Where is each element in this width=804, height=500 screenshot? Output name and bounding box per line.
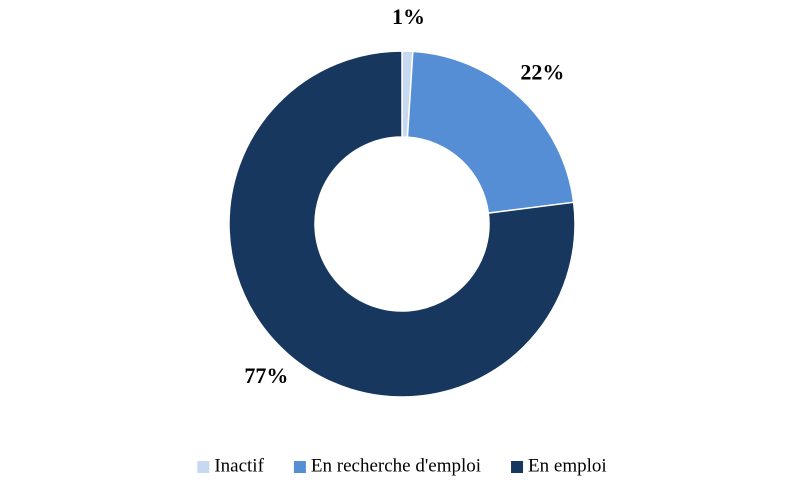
legend-swatch (293, 461, 306, 473)
value-label: 22% (520, 60, 564, 85)
value-label: 1% (392, 4, 425, 29)
legend-swatch (197, 461, 210, 473)
legend: Inactif En recherche d'emploi En emploi (197, 455, 607, 476)
legend-label: En recherche d'emploi (311, 455, 481, 476)
value-label: 77% (244, 363, 288, 388)
legend-swatch (511, 461, 524, 473)
donut-slice (406, 50, 575, 214)
legend-label: Inactif (214, 455, 264, 476)
legend-label: En emploi (528, 455, 607, 476)
donut-slice (228, 50, 576, 398)
